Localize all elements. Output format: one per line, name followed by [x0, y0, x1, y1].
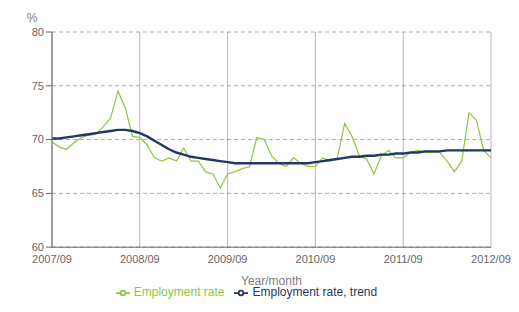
svg-text:70: 70	[32, 133, 44, 145]
html-text:Employment rate, trend: Employment rate, trend	[252, 285, 378, 300]
svg-text:2010/09: 2010/09	[296, 253, 336, 265]
svg-text:2012/09: 2012/09	[471, 253, 511, 265]
svg-text:2011/09: 2011/09	[384, 253, 423, 265]
svg-text:80: 80	[32, 26, 44, 38]
svg-text:75: 75	[32, 80, 44, 92]
svg-text:60: 60	[32, 241, 44, 253]
svg-text:%: %	[27, 11, 38, 25]
svg-text:2008/09: 2008/09	[120, 253, 160, 265]
svg-text:2007/09: 2007/09	[32, 253, 72, 265]
svg-text:65: 65	[32, 187, 44, 199]
svg-text:Year/month: Year/month	[241, 274, 302, 288]
svg-text:2009/09: 2009/09	[208, 253, 248, 265]
html-text:Employment rate: Employment rate	[133, 285, 225, 300]
